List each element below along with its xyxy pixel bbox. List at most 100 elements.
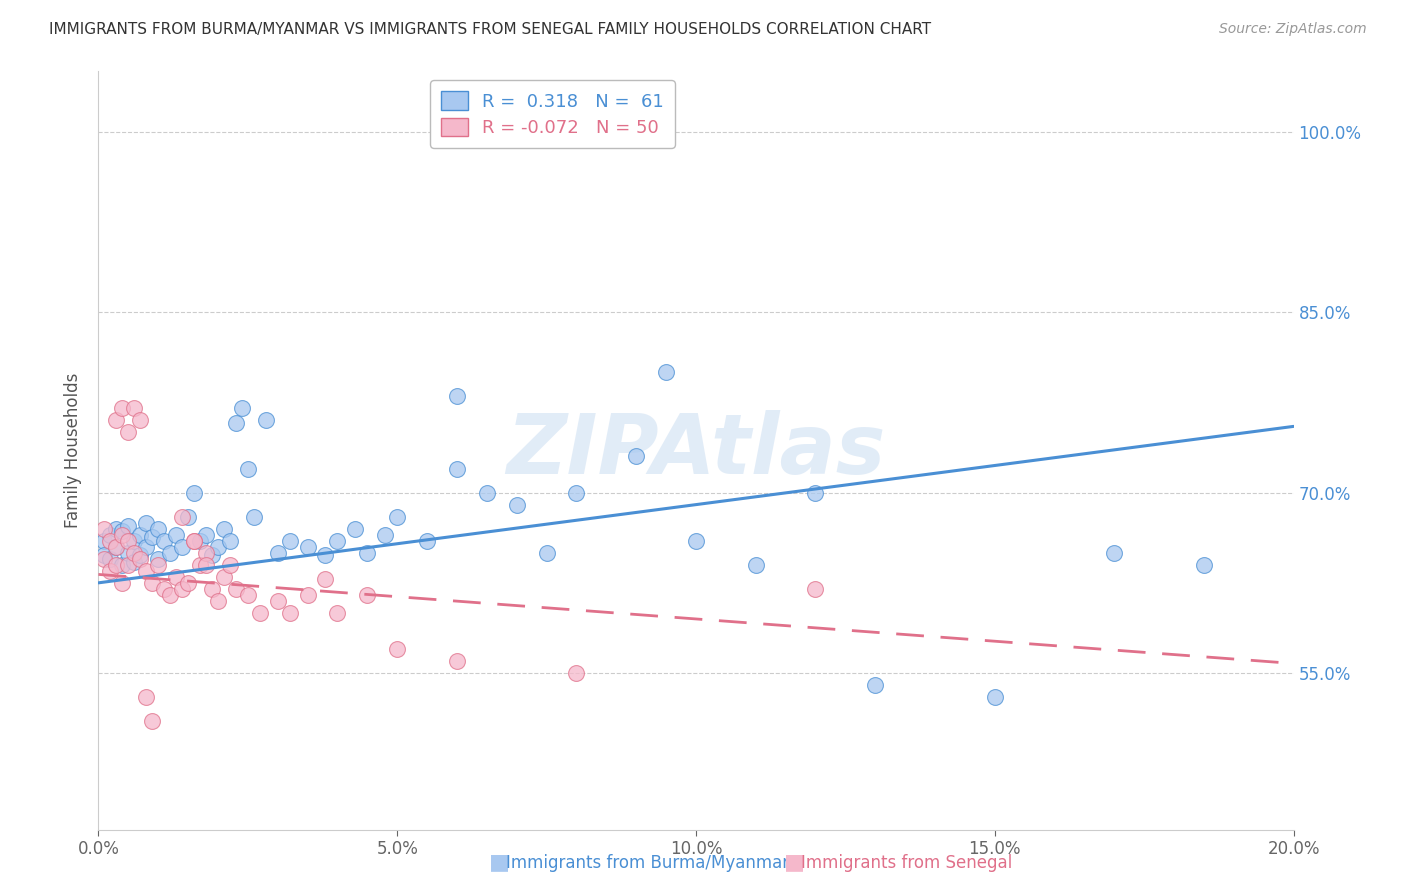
Point: [225, 582, 247, 596]
Point: [105, 522, 128, 536]
Point: [105, 413, 128, 427]
Point: [117, 425, 139, 440]
Point: [685, 533, 707, 548]
Point: [804, 582, 827, 596]
Point: [804, 485, 827, 500]
Point: [172, 509, 194, 524]
Point: [117, 558, 139, 572]
Point: [475, 485, 498, 500]
Point: [129, 551, 152, 566]
Point: [111, 524, 134, 538]
Text: IMMIGRANTS FROM BURMA/MYANMAR VS IMMIGRANTS FROM SENEGAL FAMILY HOUSEHOLDS CORRE: IMMIGRANTS FROM BURMA/MYANMAR VS IMMIGRA…: [49, 22, 931, 37]
Point: [141, 530, 163, 544]
Point: [165, 570, 187, 584]
Point: [315, 572, 337, 586]
Point: [124, 546, 146, 560]
Point: [326, 606, 349, 620]
Point: [98, 527, 122, 541]
Point: [105, 540, 128, 554]
Point: [195, 546, 218, 560]
Point: [159, 588, 181, 602]
Text: ZIPAtlas: ZIPAtlas: [506, 410, 886, 491]
Point: [536, 546, 558, 560]
Point: [93, 522, 115, 536]
Point: [105, 558, 128, 572]
Point: [98, 551, 122, 566]
Point: [129, 413, 152, 427]
Point: [93, 533, 115, 548]
Point: [356, 588, 378, 602]
Point: [195, 558, 218, 572]
Text: Source: ZipAtlas.com: Source: ZipAtlas.com: [1219, 22, 1367, 37]
Point: [231, 401, 253, 416]
Point: [1104, 546, 1126, 560]
Point: [655, 365, 678, 379]
Point: [243, 509, 266, 524]
Point: [135, 690, 157, 705]
Point: [135, 564, 157, 578]
Point: [159, 546, 181, 560]
Point: [183, 485, 205, 500]
Point: [188, 558, 211, 572]
Point: [148, 522, 170, 536]
Point: [207, 594, 229, 608]
Point: [207, 540, 229, 554]
Point: [249, 606, 271, 620]
Point: [172, 582, 194, 596]
Point: [111, 575, 134, 590]
Point: [153, 582, 176, 596]
Text: Immigrants from Senegal: Immigrants from Senegal: [801, 855, 1012, 872]
Point: [93, 548, 115, 562]
Point: [135, 540, 157, 554]
Text: Immigrants from Burma/Myanmar: Immigrants from Burma/Myanmar: [506, 855, 789, 872]
Point: [111, 527, 134, 541]
Point: [219, 533, 242, 548]
Point: [446, 389, 468, 403]
Point: [135, 516, 157, 530]
Point: [297, 540, 319, 554]
Point: [124, 555, 146, 569]
Point: [446, 461, 468, 475]
Point: [326, 533, 349, 548]
Point: [565, 485, 588, 500]
Point: [148, 558, 170, 572]
Point: [111, 558, 134, 572]
Point: [278, 533, 301, 548]
Point: [177, 509, 200, 524]
Point: [236, 588, 259, 602]
Point: [141, 575, 163, 590]
Point: [385, 509, 409, 524]
Point: [183, 533, 205, 548]
Point: [297, 588, 319, 602]
Point: [212, 522, 235, 536]
Text: ■: ■: [785, 853, 804, 872]
Point: [416, 533, 439, 548]
Point: [165, 527, 187, 541]
Point: [141, 714, 163, 729]
Point: [506, 498, 529, 512]
Point: [195, 527, 218, 541]
Point: [225, 416, 247, 430]
Point: [254, 413, 277, 427]
Point: [1192, 558, 1215, 572]
Point: [865, 678, 887, 692]
Point: [172, 540, 194, 554]
Point: [356, 546, 378, 560]
Point: [278, 606, 301, 620]
Point: [267, 594, 290, 608]
Point: [98, 533, 122, 548]
Y-axis label: Family Households: Family Households: [65, 373, 83, 528]
Point: [153, 533, 176, 548]
Point: [129, 527, 152, 541]
Point: [984, 690, 1007, 705]
Point: [212, 570, 235, 584]
Point: [201, 582, 224, 596]
Point: [98, 564, 122, 578]
Point: [183, 533, 205, 548]
Point: [148, 551, 170, 566]
Text: ■: ■: [489, 853, 509, 872]
Point: [117, 519, 139, 533]
Point: [236, 461, 259, 475]
Point: [93, 551, 115, 566]
Point: [374, 527, 396, 541]
